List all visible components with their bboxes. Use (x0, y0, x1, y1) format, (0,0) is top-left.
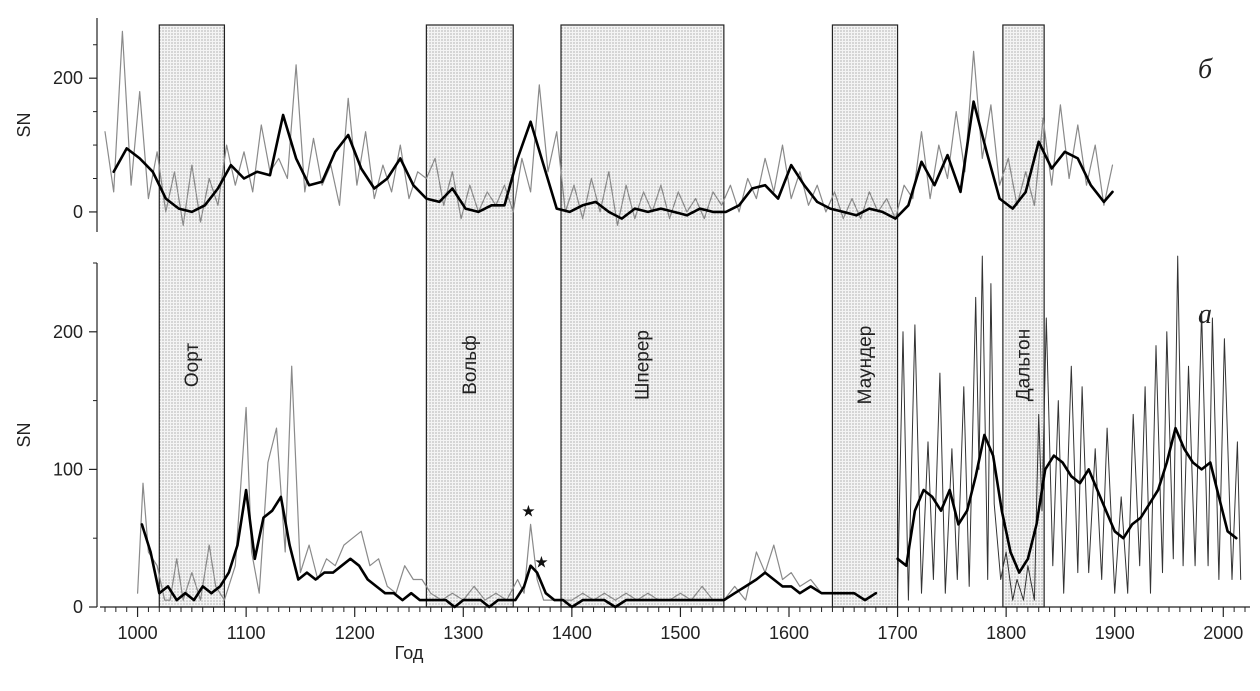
star-annotation-0: ★ (521, 502, 535, 521)
x-tick-label-4: 1400 (552, 623, 592, 643)
x-tick-label-2: 1200 (335, 623, 375, 643)
y-tick-label-b-0: 0 (73, 202, 83, 222)
x-tick-label-0: 1000 (118, 623, 158, 643)
y-tick-label-a-2: 200 (53, 322, 83, 342)
series-a-thin-0 (137, 365, 877, 601)
series-a-thick-1 (140, 488, 878, 609)
y-tick-label-b-1: 200 (53, 68, 83, 88)
minimum-band-1 (425, 24, 514, 608)
x-tick-label-5: 1500 (660, 623, 700, 643)
axes (89, 18, 1250, 617)
panel-label-b: б (1198, 54, 1213, 85)
x-tick-label-8: 1800 (986, 623, 1026, 643)
minimum-label-0: Оорт (182, 343, 203, 387)
series-a-monthly-2 (897, 255, 1242, 601)
y-axis-label-b: SN (14, 112, 34, 137)
minimum-band-2 (560, 24, 725, 608)
series-b-thick-1 (112, 100, 1114, 220)
minimum-label-4: Дальтон (1014, 329, 1035, 401)
minimum-label-2: Шперер (632, 330, 653, 400)
minimum-label-3: Маундер (855, 326, 876, 405)
panel-label-a: а (1198, 299, 1212, 330)
y-tick-label-a-1: 100 (53, 459, 83, 479)
minimum-label-1: Вольф (460, 335, 481, 394)
x-tick-label-7: 1700 (878, 623, 918, 643)
x-tick-label-6: 1600 (769, 623, 809, 643)
minimum-band-3 (831, 24, 899, 608)
x-axis-label: Год (395, 643, 424, 663)
x-tick-label-10: 2000 (1203, 623, 1243, 643)
y-tick-label-a-0: 0 (73, 597, 83, 617)
x-tick-label-3: 1300 (443, 623, 483, 643)
x-tick-label-1: 1100 (227, 623, 266, 643)
y-axis-label-a: SN (14, 422, 34, 447)
star-annotation-1: ★ (534, 553, 548, 572)
minimum-band-0 (158, 24, 226, 608)
grand-minima-bands (158, 24, 1045, 608)
series-lines (104, 30, 1242, 609)
series-a-thick-modern-3 (896, 426, 1238, 574)
x-tick-label-9: 1900 (1095, 623, 1135, 643)
